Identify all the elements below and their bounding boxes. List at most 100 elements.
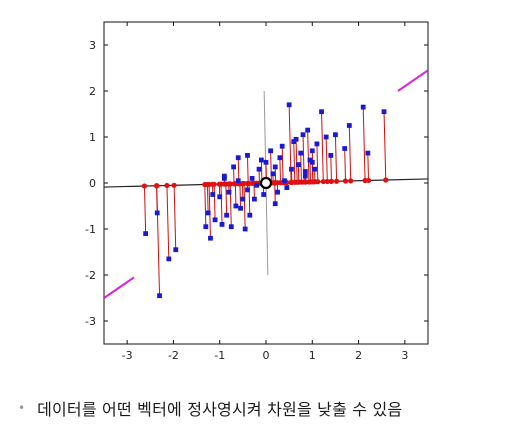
diagonal-line-upper	[397, 69, 428, 92]
data-point	[254, 182, 260, 188]
data-point	[302, 169, 308, 174]
projected-point	[383, 177, 389, 183]
data-point	[242, 226, 248, 232]
data-point	[346, 123, 352, 128]
data-point	[305, 127, 311, 133]
data-point	[381, 109, 387, 115]
projected-point	[164, 182, 170, 189]
data-point	[342, 146, 348, 151]
data-point	[219, 222, 225, 227]
x-tick-label: 0	[263, 349, 270, 362]
data-point	[212, 217, 218, 223]
projection-line	[220, 184, 223, 225]
data-point	[226, 189, 232, 195]
projection-line	[143, 186, 147, 234]
projection-line	[321, 111, 324, 182]
projected-point	[342, 178, 349, 184]
projection-line	[362, 107, 366, 181]
data-point	[279, 143, 285, 149]
data-point	[245, 153, 250, 158]
data-point	[238, 205, 243, 211]
center-point	[259, 176, 273, 190]
projection-line	[173, 185, 177, 250]
projection-line	[316, 143, 319, 182]
data-point	[231, 164, 236, 170]
y-tick-label: 0	[89, 177, 96, 190]
data-point	[300, 132, 306, 138]
data-point	[249, 176, 255, 181]
projection-line	[383, 111, 387, 181]
projection-line	[204, 184, 207, 227]
projection-line	[279, 157, 282, 183]
data-point	[360, 104, 366, 110]
x-tick-label: 2	[355, 349, 362, 362]
data-point	[309, 148, 315, 154]
data-point	[205, 210, 211, 216]
projected-point	[315, 179, 321, 185]
pca-projection-plot: -3 -2 -1 0 1 2 3 3 2 1 0 -1 -2 -3	[85, 21, 429, 362]
projection-line	[274, 182, 276, 204]
projection-line	[206, 184, 209, 213]
projected-point	[154, 183, 160, 189]
projection-line	[239, 183, 242, 209]
data-point	[208, 235, 213, 241]
projection-line	[307, 130, 310, 182]
data-point	[286, 102, 292, 108]
data-point	[272, 164, 278, 170]
data-point	[312, 166, 317, 172]
data-point	[235, 178, 241, 184]
x-tick-label: -1	[214, 349, 225, 362]
projection-line	[367, 153, 370, 181]
projection-line	[270, 150, 272, 183]
projected-point	[310, 179, 316, 185]
y-tick-label: -3	[85, 315, 96, 328]
projection-line	[225, 183, 228, 216]
data-point	[323, 134, 329, 140]
x-tick-label: 3	[401, 349, 408, 362]
data-point	[256, 166, 262, 172]
projected-point	[227, 181, 233, 187]
projected-point	[245, 180, 251, 187]
data-point	[210, 192, 216, 197]
x-tick-label: -2	[168, 349, 179, 362]
center-marker	[259, 176, 273, 190]
projection-line	[293, 141, 296, 183]
caption-bullet: •	[18, 401, 26, 415]
data-point	[252, 196, 257, 202]
projection-line	[166, 185, 170, 259]
y-tick-label: 3	[89, 39, 96, 52]
data-point	[284, 185, 290, 190]
projection-line	[213, 184, 216, 220]
projection-line	[334, 134, 338, 182]
x-tick-label: 1	[309, 349, 316, 362]
data-point	[258, 157, 264, 163]
data-point	[298, 150, 304, 156]
y-tick-label: 1	[89, 131, 96, 144]
caption-row: • 데이터를 어떤 벡터에 정사영시켜 차원을 낮출 수 있음	[18, 396, 402, 420]
projection-line	[330, 155, 332, 182]
data-point	[143, 231, 149, 236]
data-point	[333, 132, 338, 138]
data-point	[263, 159, 269, 165]
projection-line	[156, 185, 161, 296]
projected-point	[302, 179, 309, 185]
y-tick-label: 2	[89, 85, 96, 98]
data-point	[154, 210, 160, 216]
data-point	[217, 194, 223, 200]
data-point	[282, 178, 287, 184]
data-point	[296, 162, 301, 167]
projection-line	[325, 136, 328, 182]
projected-point	[328, 178, 335, 184]
caption-text: 데이터를 어떤 벡터에 정사영시켜 차원을 낮출 수 있음	[37, 400, 403, 419]
projection-line	[234, 183, 237, 207]
y-tick-label: -2	[85, 269, 96, 282]
data-point	[245, 187, 250, 193]
data-point	[157, 293, 162, 299]
data-point	[240, 196, 246, 202]
data-point	[203, 224, 209, 230]
data-point	[247, 212, 253, 218]
data-point	[221, 173, 227, 179]
projection-line	[295, 139, 298, 183]
data-point	[228, 224, 234, 230]
data-point	[275, 189, 280, 195]
